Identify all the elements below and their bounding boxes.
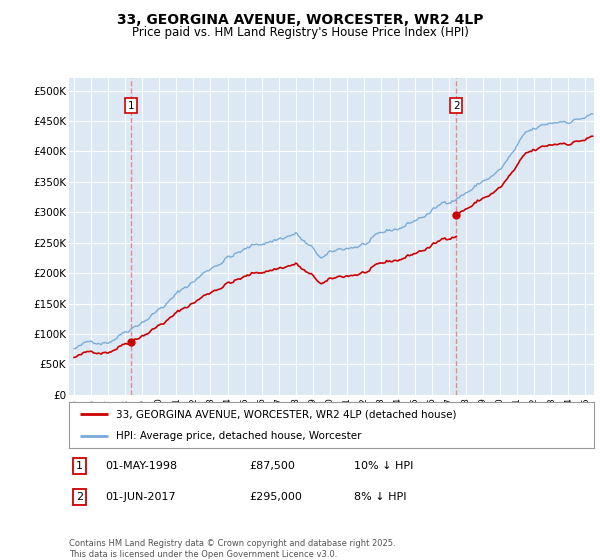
Text: 1: 1 [76,461,83,471]
Text: Price paid vs. HM Land Registry's House Price Index (HPI): Price paid vs. HM Land Registry's House … [131,26,469,39]
Text: Contains HM Land Registry data © Crown copyright and database right 2025.
This d: Contains HM Land Registry data © Crown c… [69,539,395,559]
Text: 01-JUN-2017: 01-JUN-2017 [105,492,176,502]
Text: 01-MAY-1998: 01-MAY-1998 [105,461,177,471]
Text: 10% ↓ HPI: 10% ↓ HPI [354,461,413,471]
Text: 33, GEORGINA AVENUE, WORCESTER, WR2 4LP (detached house): 33, GEORGINA AVENUE, WORCESTER, WR2 4LP … [116,409,457,419]
Text: 33, GEORGINA AVENUE, WORCESTER, WR2 4LP: 33, GEORGINA AVENUE, WORCESTER, WR2 4LP [117,13,483,27]
Text: HPI: Average price, detached house, Worcester: HPI: Average price, detached house, Worc… [116,431,362,441]
Text: £295,000: £295,000 [249,492,302,502]
Text: 2: 2 [453,101,460,111]
Text: 2: 2 [76,492,83,502]
Text: 8% ↓ HPI: 8% ↓ HPI [354,492,407,502]
Text: £87,500: £87,500 [249,461,295,471]
Text: 1: 1 [128,101,134,111]
